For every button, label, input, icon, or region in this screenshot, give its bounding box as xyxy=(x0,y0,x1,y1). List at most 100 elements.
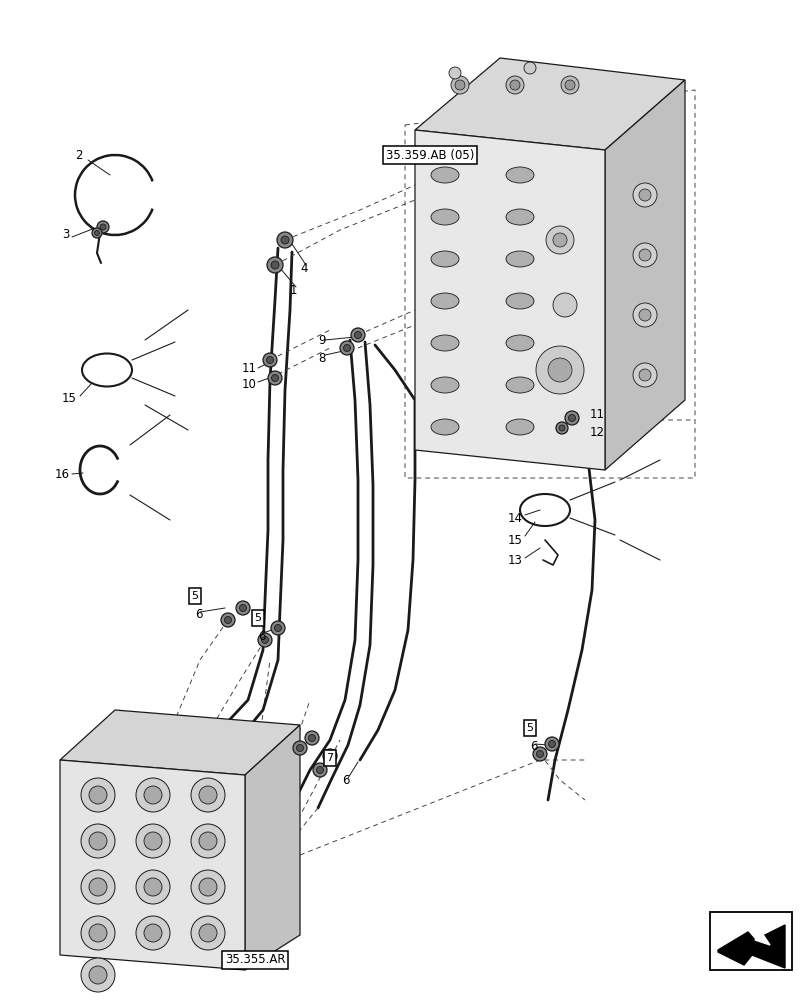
Text: 11: 11 xyxy=(590,408,604,422)
Ellipse shape xyxy=(431,293,458,309)
Circle shape xyxy=(191,778,225,812)
Circle shape xyxy=(89,832,107,850)
Circle shape xyxy=(545,226,573,254)
Circle shape xyxy=(448,67,461,79)
Circle shape xyxy=(532,747,547,761)
Circle shape xyxy=(633,303,656,327)
Circle shape xyxy=(552,233,566,247)
Circle shape xyxy=(199,878,217,896)
Circle shape xyxy=(81,824,115,858)
Polygon shape xyxy=(245,725,299,970)
Text: 9: 9 xyxy=(318,334,325,347)
Circle shape xyxy=(191,916,225,950)
Circle shape xyxy=(271,374,278,381)
Circle shape xyxy=(308,734,315,741)
Circle shape xyxy=(638,189,650,201)
Circle shape xyxy=(564,411,578,425)
Circle shape xyxy=(638,309,650,321)
Circle shape xyxy=(258,633,272,647)
Circle shape xyxy=(326,752,333,760)
Circle shape xyxy=(221,613,234,627)
Text: 3: 3 xyxy=(62,229,69,241)
Circle shape xyxy=(268,371,281,385)
Circle shape xyxy=(560,76,578,94)
Circle shape xyxy=(568,414,575,422)
Circle shape xyxy=(340,341,354,355)
Circle shape xyxy=(135,824,169,858)
Text: 6: 6 xyxy=(530,739,537,752)
Circle shape xyxy=(89,878,107,896)
Circle shape xyxy=(199,786,217,804)
Circle shape xyxy=(89,924,107,942)
Text: 5: 5 xyxy=(254,613,261,623)
Text: 5: 5 xyxy=(191,591,198,601)
Circle shape xyxy=(277,232,293,248)
Circle shape xyxy=(199,924,217,942)
Circle shape xyxy=(81,958,115,992)
Circle shape xyxy=(505,76,523,94)
Text: 2: 2 xyxy=(75,149,83,162)
Circle shape xyxy=(558,425,564,431)
Text: 15: 15 xyxy=(508,534,522,546)
Circle shape xyxy=(274,624,281,632)
Ellipse shape xyxy=(431,167,458,183)
Ellipse shape xyxy=(505,293,534,309)
Polygon shape xyxy=(604,80,684,470)
Circle shape xyxy=(191,870,225,904)
Circle shape xyxy=(343,344,350,352)
Text: 11: 11 xyxy=(242,361,257,374)
Text: 35.359.AB (05): 35.359.AB (05) xyxy=(385,149,474,162)
Ellipse shape xyxy=(505,167,534,183)
Ellipse shape xyxy=(431,209,458,225)
Circle shape xyxy=(354,332,361,338)
Circle shape xyxy=(100,224,106,230)
Circle shape xyxy=(144,832,162,850)
Ellipse shape xyxy=(505,335,534,351)
Circle shape xyxy=(638,369,650,381)
Circle shape xyxy=(81,778,115,812)
Circle shape xyxy=(556,422,568,434)
Circle shape xyxy=(191,824,225,858)
Text: 6: 6 xyxy=(195,607,202,620)
Text: 6: 6 xyxy=(341,774,349,786)
Circle shape xyxy=(547,740,555,747)
Circle shape xyxy=(261,636,268,644)
Circle shape xyxy=(89,966,107,984)
Text: 8: 8 xyxy=(318,352,325,364)
Text: 4: 4 xyxy=(299,261,307,274)
Ellipse shape xyxy=(505,251,534,267)
Circle shape xyxy=(536,750,543,758)
Circle shape xyxy=(350,328,365,342)
Ellipse shape xyxy=(431,251,458,267)
Circle shape xyxy=(271,261,279,269)
Circle shape xyxy=(135,778,169,812)
Text: 6: 6 xyxy=(258,630,265,642)
Circle shape xyxy=(323,749,337,763)
Text: 10: 10 xyxy=(242,378,256,391)
Circle shape xyxy=(633,363,656,387)
Circle shape xyxy=(81,870,115,904)
Text: 5: 5 xyxy=(526,723,533,733)
Circle shape xyxy=(305,731,319,745)
Circle shape xyxy=(296,744,303,752)
Circle shape xyxy=(293,741,307,755)
Circle shape xyxy=(638,249,650,261)
Text: 7: 7 xyxy=(326,753,333,763)
Ellipse shape xyxy=(505,419,534,435)
Text: 15: 15 xyxy=(62,391,77,404)
Ellipse shape xyxy=(431,419,458,435)
Polygon shape xyxy=(414,58,684,150)
Circle shape xyxy=(89,786,107,804)
Ellipse shape xyxy=(505,377,534,393)
Circle shape xyxy=(92,228,102,238)
Circle shape xyxy=(97,221,109,233)
Circle shape xyxy=(552,293,577,317)
Polygon shape xyxy=(414,130,604,470)
Circle shape xyxy=(312,763,327,777)
Circle shape xyxy=(450,76,469,94)
Circle shape xyxy=(544,737,558,751)
Polygon shape xyxy=(754,933,769,945)
Text: 1: 1 xyxy=(290,284,297,296)
Circle shape xyxy=(564,80,574,90)
Circle shape xyxy=(239,604,247,611)
